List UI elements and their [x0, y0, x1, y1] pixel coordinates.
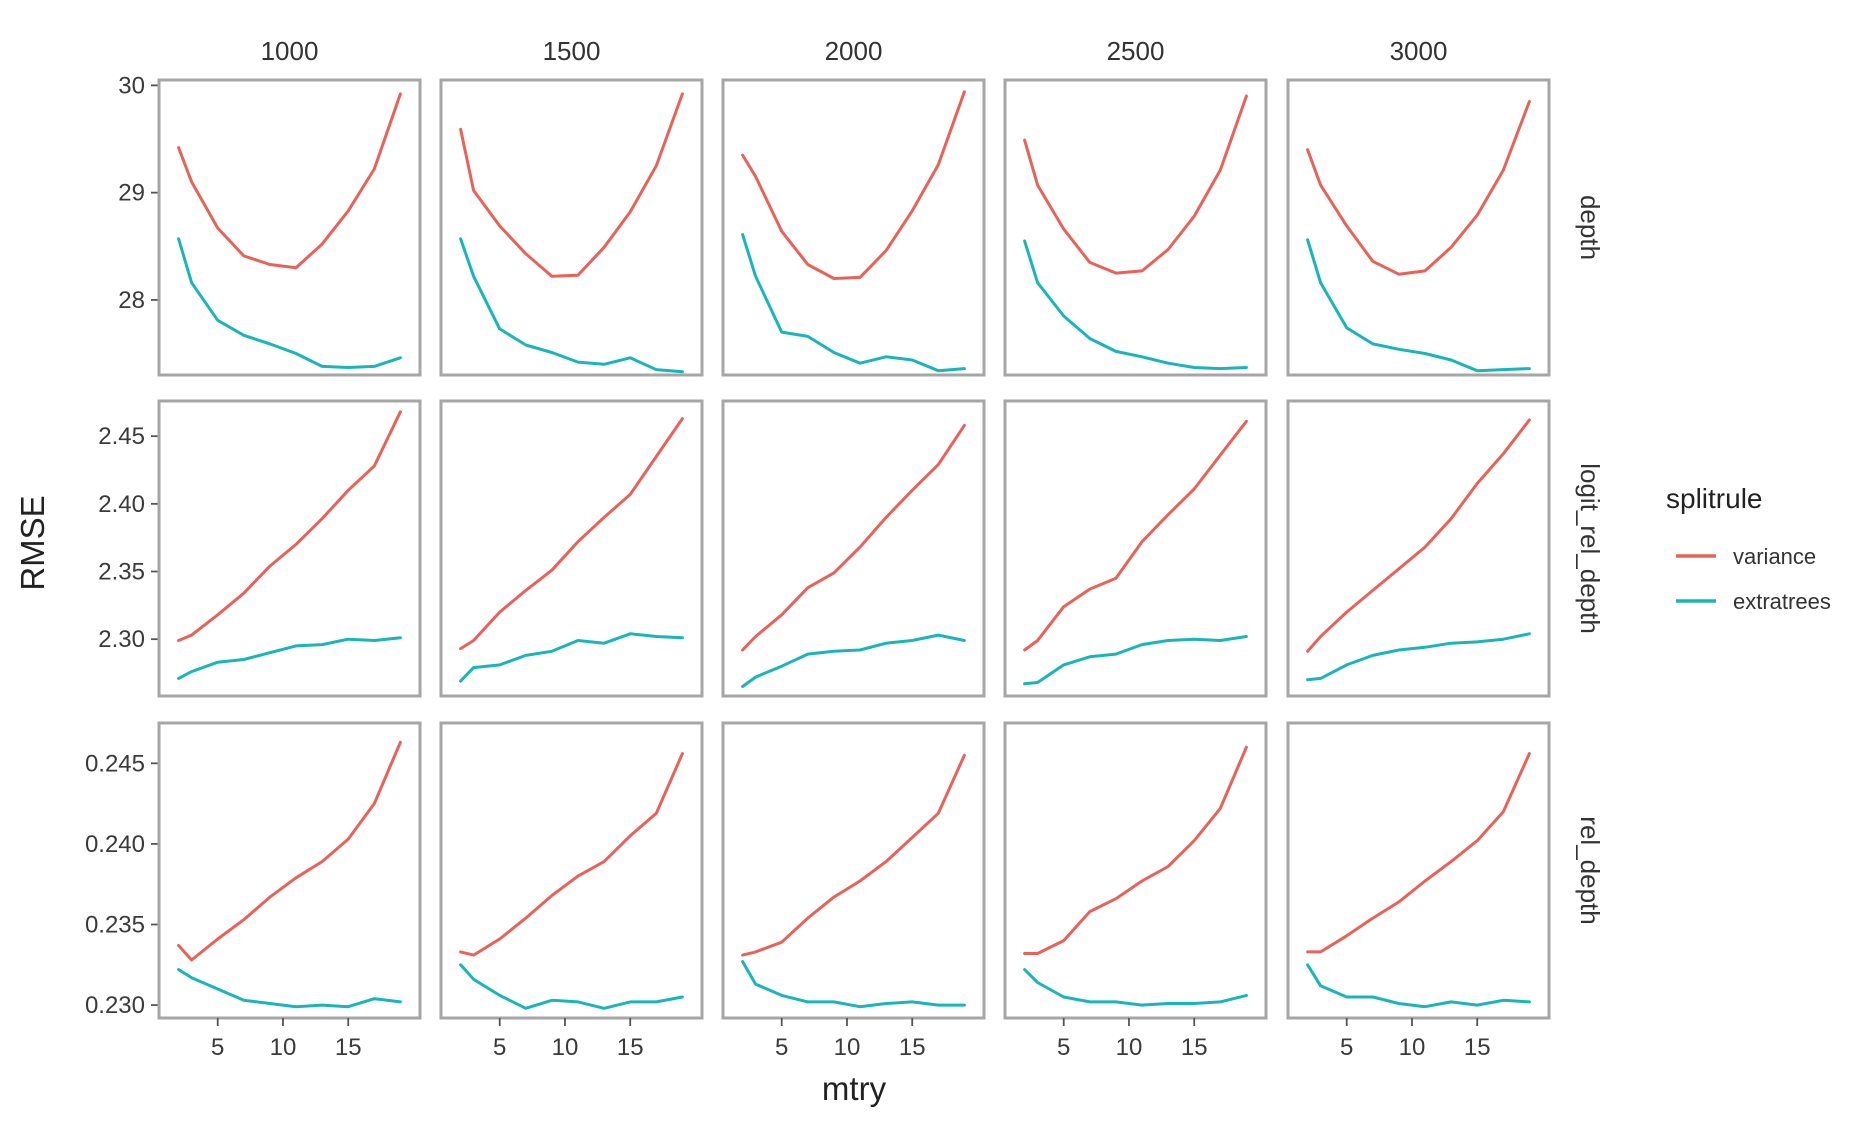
x-tick-label-1000-0: 5	[211, 1034, 224, 1061]
panel-depth-3000	[1286, 78, 1551, 377]
panel-logit_rel_depth-2000	[721, 399, 986, 698]
y-tick-label-rel_depth-1: 0.235	[85, 912, 145, 939]
line-variance-logit_rel_depth-2500	[1023, 419, 1248, 652]
panel-depth-2500	[1003, 78, 1268, 377]
panel-logit_rel_depth-1500	[439, 399, 704, 698]
line-variance-rel_depth-3000	[1306, 752, 1531, 954]
x-tick-label-3000-1: 10	[1399, 1034, 1426, 1061]
x-tick-label-3000-2: 15	[1464, 1034, 1491, 1061]
panel-rel_depth-1000	[157, 721, 422, 1020]
strip-label-row-rel_depth: rel_depth	[1575, 816, 1605, 924]
panel-rel_depth-2000	[721, 721, 986, 1020]
legend-label-variance: variance	[1733, 544, 1816, 569]
line-extratrees-depth-2000	[741, 233, 966, 373]
legend-title: splitrule	[1666, 483, 1762, 514]
line-variance-depth-3000	[1306, 100, 1531, 276]
legend-label-extratrees: extratrees	[1733, 589, 1831, 614]
line-variance-logit_rel_depth-2000	[741, 423, 966, 652]
y-axis-title: RMSE	[14, 495, 51, 590]
line-extratrees-rel_depth-1000	[177, 968, 402, 1009]
line-extratrees-depth-3000	[1306, 238, 1531, 373]
line-variance-depth-2500	[1023, 94, 1248, 275]
x-axis-title: mtry	[822, 1070, 887, 1107]
line-extratrees-logit_rel_depth-2000	[741, 633, 966, 688]
panel-depth-1000	[157, 78, 422, 377]
strip-label-column-3000: 3000	[1390, 36, 1448, 66]
line-extratrees-rel_depth-3000	[1306, 963, 1531, 1009]
x-tick-label-1500-2: 15	[617, 1034, 644, 1061]
x-tick-label-2500-0: 5	[1057, 1034, 1070, 1061]
panel-rel_depth-2500	[1003, 721, 1268, 1020]
x-tick-label-2000-0: 5	[775, 1034, 788, 1061]
x-tick-label-2000-2: 15	[899, 1034, 926, 1061]
x-tick-label-2500-2: 15	[1181, 1034, 1208, 1061]
line-variance-depth-1000	[177, 92, 402, 270]
x-tick-label-1500-0: 5	[493, 1034, 506, 1061]
panel-depth-1500	[439, 78, 704, 377]
line-extratrees-depth-2500	[1023, 239, 1248, 371]
panels-layer: 1000 1500 2000 2500 3000 depth logit_rel_depth…	[85, 36, 1605, 1061]
line-variance-rel_depth-2000	[741, 753, 966, 957]
y-tick-label-rel_depth-2: 0.240	[85, 831, 145, 858]
line-extratrees-logit_rel_depth-1000	[177, 636, 402, 680]
line-extratrees-rel_depth-2000	[741, 960, 966, 1009]
x-tick-label-2000-1: 10	[834, 1034, 861, 1061]
x-tick-label-2500-1: 10	[1116, 1034, 1143, 1061]
x-tick-label-1000-2: 15	[335, 1034, 362, 1061]
y-tick-label-rel_depth-0: 0.230	[85, 992, 145, 1019]
panel-logit_rel_depth-2500	[1003, 399, 1268, 698]
line-extratrees-logit_rel_depth-2500	[1023, 635, 1248, 686]
panel-depth-2000	[721, 78, 986, 377]
line-variance-rel_depth-1000	[177, 740, 402, 962]
x-tick-label-1000-1: 10	[270, 1034, 297, 1061]
line-variance-logit_rel_depth-1000	[177, 410, 402, 642]
line-extratrees-rel_depth-2500	[1023, 968, 1248, 1007]
line-extratrees-depth-1500	[459, 237, 684, 374]
line-variance-logit_rel_depth-3000	[1306, 418, 1531, 653]
y-tick-label-depth-2: 30	[118, 72, 145, 99]
line-extratrees-depth-1000	[177, 237, 402, 369]
x-tick-label-3000-0: 5	[1340, 1034, 1353, 1061]
line-extratrees-rel_depth-1500	[459, 963, 684, 1010]
y-tick-label-depth-1: 29	[118, 180, 145, 207]
strip-label-column-1000: 1000	[261, 36, 319, 66]
line-variance-rel_depth-1500	[459, 752, 684, 957]
strip-label-row-logit_rel_depth: logit_rel_depth	[1575, 463, 1605, 634]
strip-label-column-2000: 2000	[825, 36, 883, 66]
strip-label-column-1500: 1500	[543, 36, 601, 66]
strip-label-row-depth: depth	[1575, 195, 1605, 260]
line-variance-logit_rel_depth-1500	[459, 417, 684, 651]
y-tick-label-logit_rel_depth-3: 2.45	[98, 423, 145, 450]
line-variance-depth-2000	[741, 90, 966, 280]
legend: splitrule variance extratrees	[1666, 483, 1831, 614]
y-tick-label-logit_rel_depth-1: 2.35	[98, 559, 145, 586]
y-tick-label-rel_depth-3: 0.245	[85, 750, 145, 777]
panel-rel_depth-3000	[1286, 721, 1551, 1020]
line-variance-rel_depth-2500	[1023, 745, 1248, 955]
y-tick-label-logit_rel_depth-0: 2.30	[98, 626, 145, 653]
panel-logit_rel_depth-3000	[1286, 399, 1551, 698]
line-extratrees-logit_rel_depth-3000	[1306, 632, 1531, 682]
y-tick-label-logit_rel_depth-2: 2.40	[98, 491, 145, 518]
y-tick-label-depth-0: 28	[118, 287, 145, 314]
line-extratrees-logit_rel_depth-1500	[459, 632, 684, 683]
x-tick-label-1500-1: 10	[552, 1034, 579, 1061]
line-variance-depth-1500	[459, 92, 684, 278]
strip-label-column-2500: 2500	[1107, 36, 1165, 66]
panel-logit_rel_depth-1000	[157, 399, 422, 698]
panel-rel_depth-1500	[439, 721, 704, 1020]
